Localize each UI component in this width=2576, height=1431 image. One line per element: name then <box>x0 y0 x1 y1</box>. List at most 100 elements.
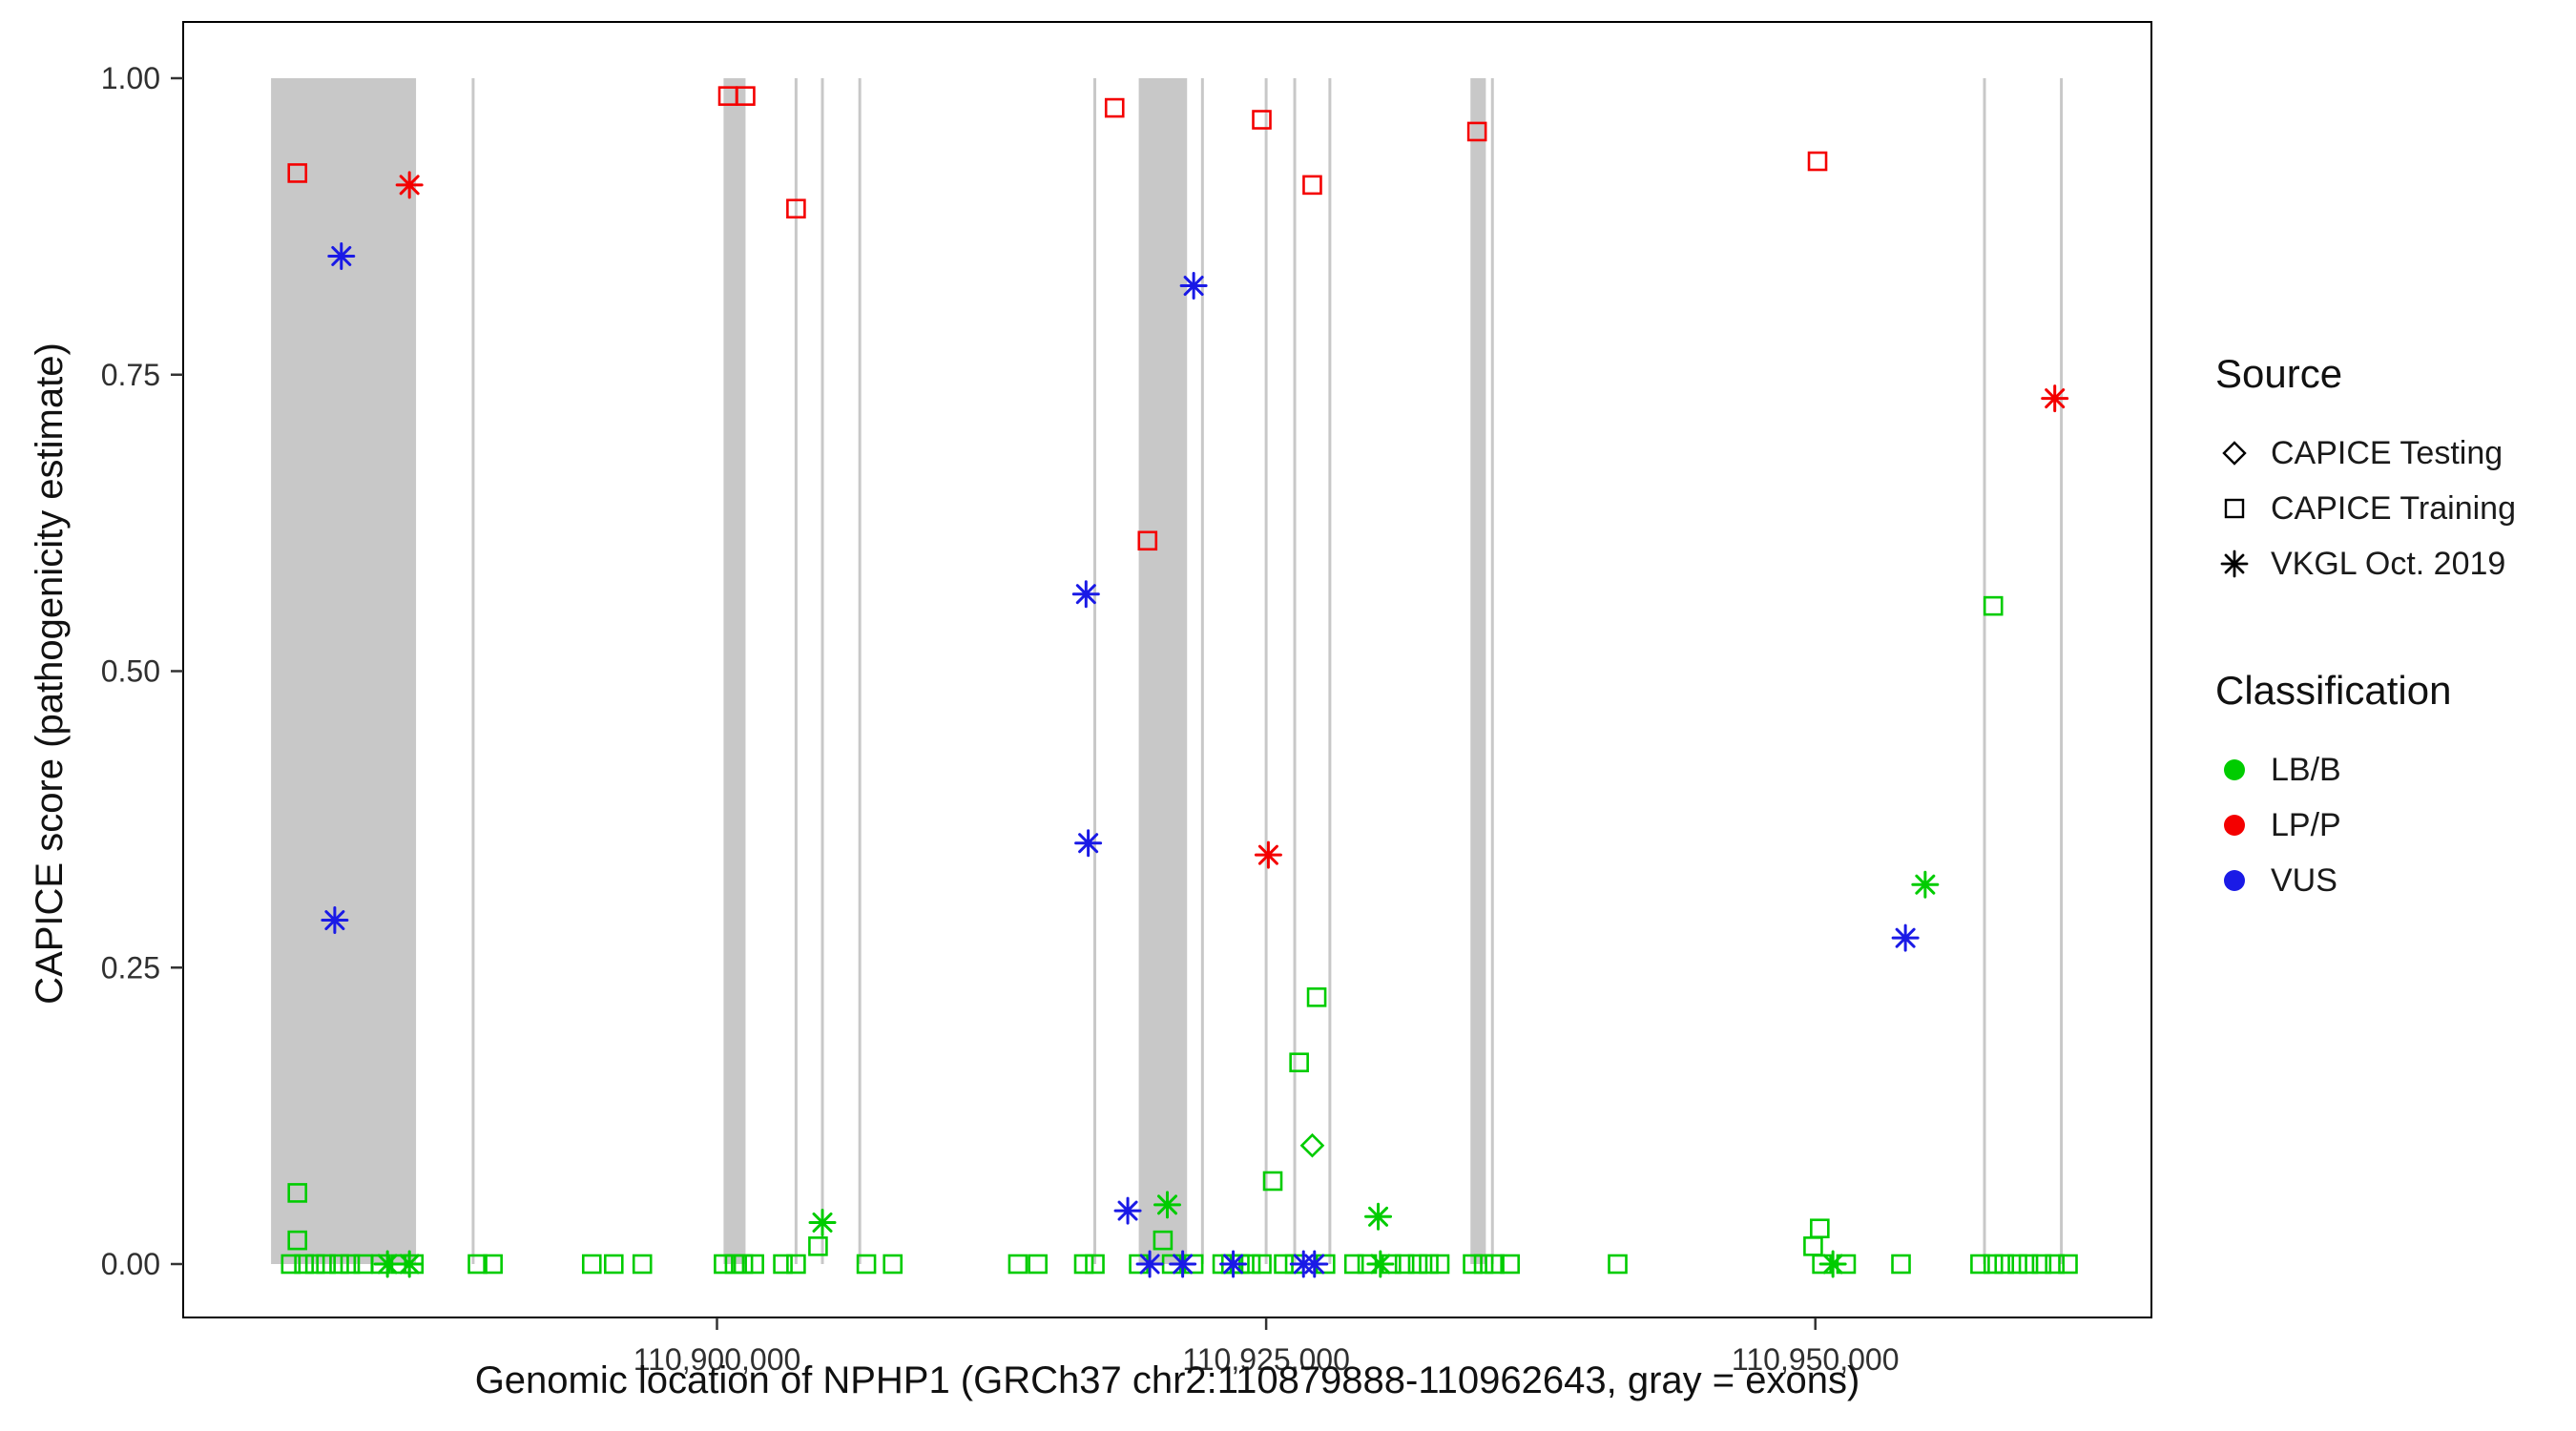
legend-item-vus: VUS <box>2215 853 2568 908</box>
legend-item-label: LB/B <box>2271 751 2341 788</box>
legend-classification-group: Classification LB/B LP/P VUS <box>2215 668 2568 908</box>
data-point <box>736 86 756 106</box>
data-point <box>733 1254 754 1275</box>
y-tick-label: 1.00 <box>101 61 160 95</box>
square-icon <box>2215 489 2254 528</box>
data-point <box>1994 1254 2015 1275</box>
data-point <box>856 1254 877 1275</box>
data-point <box>287 1183 308 1203</box>
x-tick-label: 110,900,000 <box>634 1342 801 1377</box>
data-point <box>1891 1254 1911 1275</box>
data-point <box>1807 151 1828 172</box>
data-point <box>483 1254 503 1275</box>
x-axis-title: Genomic location of NPHP1 (GRCh37 chr2:1… <box>474 1359 1860 1401</box>
data-point <box>1219 1250 1248 1278</box>
data-point <box>1299 1132 1325 1158</box>
legend-item-vkgl: VKGL Oct. 2019 <box>2215 536 2568 591</box>
data-point <box>1394 1254 1415 1275</box>
data-point <box>2045 1254 2065 1275</box>
data-point <box>1463 1254 1483 1275</box>
x-tick-label: 110,950,000 <box>1732 1342 1900 1377</box>
data-point <box>1135 1250 1164 1278</box>
data-point <box>1473 1254 1494 1275</box>
data-point <box>1071 580 1100 609</box>
data-point <box>808 1236 828 1256</box>
data-point <box>340 1254 361 1275</box>
data-point <box>287 1230 308 1251</box>
data-point <box>373 1250 402 1278</box>
data-point <box>1970 1254 1990 1275</box>
y-tick-label: 0.50 <box>101 654 160 689</box>
data-point <box>1252 110 1272 130</box>
data-point <box>1085 1254 1105 1275</box>
data-point <box>395 171 424 199</box>
data-point <box>287 163 308 183</box>
data-point <box>1485 1254 1505 1275</box>
legend-source-title: Source <box>2215 351 2343 396</box>
data-point <box>786 1254 806 1275</box>
legend: Source CAPICE Testing CAPICE Training VK… <box>2215 351 2568 985</box>
legend-item-capice-testing: CAPICE Testing <box>2215 425 2568 481</box>
data-point <box>1366 1250 1395 1278</box>
data-point <box>1073 1254 1094 1275</box>
data-point <box>1113 1196 1142 1225</box>
legend-dot <box>2224 759 2245 780</box>
legend-item-label: VKGL Oct. 2019 <box>2271 545 2506 582</box>
data-point <box>1262 1171 1283 1192</box>
data-point <box>467 1254 488 1275</box>
data-point <box>1419 1254 1439 1275</box>
exon-band <box>1138 78 1188 1264</box>
data-point <box>1810 1218 1830 1239</box>
data-point <box>1289 1052 1309 1072</box>
data-point <box>1983 1254 2004 1275</box>
data-point <box>714 1254 734 1275</box>
legend-item-label: CAPICE Testing <box>2271 434 2503 471</box>
data-point <box>1302 175 1322 196</box>
data-point <box>744 1254 764 1275</box>
y-tick-label: 0.25 <box>101 950 160 985</box>
data-point <box>1343 1254 1364 1275</box>
data-point <box>1137 530 1158 551</box>
data-point <box>1153 1191 1181 1219</box>
data-point <box>1306 987 1327 1007</box>
data-point <box>329 1254 349 1275</box>
legend-dot <box>2224 870 2245 891</box>
data-point <box>1254 840 1282 869</box>
data-point <box>304 1254 325 1275</box>
data-point <box>808 1208 837 1236</box>
legend-item-lpp: LP/P <box>2215 798 2568 853</box>
data-point <box>395 1250 424 1278</box>
legend-dot <box>2224 815 2245 836</box>
data-point <box>1252 1254 1272 1275</box>
data-point <box>294 1254 314 1275</box>
data-point <box>1104 97 1125 118</box>
data-point <box>2041 384 2069 413</box>
legend-classification-title: Classification <box>2215 668 2452 713</box>
legend-source-group: Source CAPICE Testing CAPICE Training VK… <box>2215 351 2568 591</box>
data-point <box>1983 595 2004 616</box>
y-tick-label: 0.75 <box>101 358 160 392</box>
data-point <box>786 198 806 219</box>
data-point <box>327 241 356 270</box>
exon-band <box>723 78 746 1264</box>
data-point <box>1407 1254 1428 1275</box>
data-point <box>1074 829 1103 858</box>
data-point <box>1008 1254 1028 1275</box>
y-tick-label: 0.00 <box>101 1247 160 1281</box>
y-axis-title: CAPICE score (pathogenicity estimate) <box>29 342 71 1005</box>
data-point <box>2007 1254 2027 1275</box>
data-point <box>316 1254 336 1275</box>
data-point <box>581 1254 602 1275</box>
exon-band <box>271 78 417 1264</box>
data-point <box>321 906 349 935</box>
data-point <box>1911 870 1940 899</box>
data-point <box>1153 1230 1174 1251</box>
panel-border <box>182 21 2152 1318</box>
data-point <box>883 1254 903 1275</box>
data-point <box>1608 1254 1628 1275</box>
data-point <box>1300 1250 1329 1278</box>
data-point <box>1466 121 1487 142</box>
legend-item-label: VUS <box>2271 861 2337 899</box>
